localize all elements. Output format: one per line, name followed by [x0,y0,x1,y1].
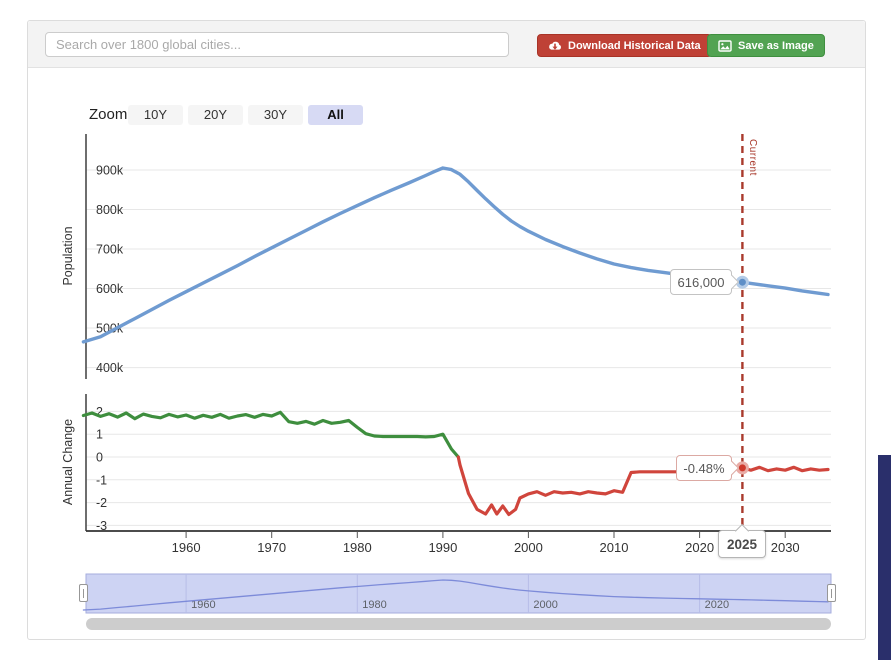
x-axis-tick-label: 1990 [428,540,457,555]
population-ytick-label: 800k [96,203,124,217]
population-value-tooltip: 616,000 [670,269,732,295]
population-ytick-label: 700k [96,243,124,257]
population-chart-card: Download Historical Data Save as Image Z… [27,20,866,640]
population-current-marker [735,275,749,289]
navigator-selected-range[interactable] [85,573,832,614]
save-button-label: Save as Image [738,39,814,52]
download-cloud-icon [549,41,561,50]
navigator-left-handle[interactable] [79,584,88,602]
save-as-image-button[interactable]: Save as Image [707,34,825,57]
zoom-all-button[interactable]: All [308,105,363,125]
current-year-box: 2025 [718,530,766,558]
population-ytick-label: 900k [96,164,124,178]
card-header: Download Historical Data Save as Image [28,21,865,68]
annual-change-negative-line [456,455,830,517]
navigator-scrollbar[interactable] [86,618,831,630]
annual-change-value-text: -0.48% [683,460,725,476]
x-axis-tick-label: 2000 [514,540,543,555]
annual-change-ytick-label: 1 [96,428,103,442]
right-edge-accent-bar [878,455,891,660]
annual-change-ytick-label: 2 [96,405,103,419]
x-axis-tick-label: 1960 [172,540,201,555]
annual-change-positive-line [81,410,460,459]
zoom-20y-button[interactable]: 20Y [188,105,243,125]
annual-change-value-tooltip: -0.48% [676,455,732,481]
population-line [81,166,830,344]
annual-change-ytick-label: -3 [96,519,107,533]
current-year-text: 2025 [726,536,758,552]
population-axis-title: Population [61,226,75,286]
population-ytick-label: 600k [96,282,124,296]
x-axis-tick-label: 2030 [771,540,800,555]
image-icon [718,39,732,52]
x-axis-tick-label: 2020 [685,540,714,555]
zoom-controls-label: Zoom [89,106,128,123]
population-ytick-label: 400k [96,361,124,375]
navigator-tick-label: 1980 [362,599,386,611]
navigator-tick-label: 1960 [191,599,215,611]
x-axis-tick-label: 2010 [600,540,629,555]
annual-change-axis-title: Annual Change [61,418,75,506]
population-value-text: 616,000 [677,274,725,290]
annual-change-ytick-label: 0 [96,451,103,465]
navigator-tick-label: 2020 [705,599,729,611]
annual-change-ytick-label: -2 [96,496,107,510]
annual-change-ytick-label: -1 [96,473,107,487]
zoom-10y-button[interactable]: 10Y [128,105,183,125]
navigator-right-handle[interactable] [827,584,836,602]
download-historical-data-button[interactable]: Download Historical Data [537,34,712,57]
search-input[interactable] [45,32,509,57]
x-axis-tick-label: 1970 [257,540,286,555]
navigator-tick-label: 2000 [533,599,557,611]
download-button-label: Download Historical Data [568,39,701,52]
x-axis-tick-label: 1980 [343,540,372,555]
current-line-label: Current [747,139,758,176]
population-ytick-label: 500k [96,322,124,336]
zoom-30y-button[interactable]: 30Y [248,105,303,125]
navigator-series-line [82,579,829,611]
